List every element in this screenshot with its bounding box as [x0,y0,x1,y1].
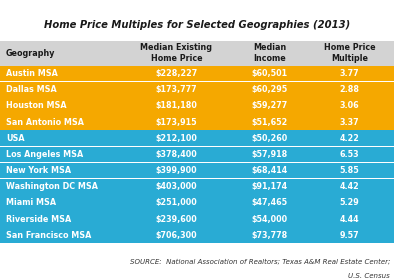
Bar [0,147,394,162]
Text: Dallas MSA: Dallas MSA [6,85,57,94]
Text: $59,277: $59,277 [252,101,288,110]
Text: Los Angeles MSA: Los Angeles MSA [6,150,83,159]
Text: $378,400: $378,400 [156,150,197,159]
Text: $47,465: $47,465 [252,199,288,207]
Text: USA: USA [6,134,24,143]
Text: 9.57: 9.57 [340,231,359,240]
Bar [0,66,394,81]
Text: $706,300: $706,300 [156,231,197,240]
Text: 3.37: 3.37 [340,118,359,127]
Text: $60,501: $60,501 [252,69,288,78]
Text: $51,652: $51,652 [252,118,288,127]
Text: 5.29: 5.29 [340,199,360,207]
Text: 3.06: 3.06 [340,101,359,110]
Text: Riverside MSA: Riverside MSA [6,214,71,223]
Bar [0,98,394,114]
Text: San Francisco MSA: San Francisco MSA [6,231,91,240]
Text: 6.53: 6.53 [340,150,359,159]
Text: 4.44: 4.44 [340,214,359,223]
Text: San Antonio MSA: San Antonio MSA [6,118,84,127]
Text: SOURCE:  National Association of Realtors; Texas A&M Real Estate Center;: SOURCE: National Association of Realtors… [130,259,390,265]
Text: New York MSA: New York MSA [6,166,71,175]
Text: $73,778: $73,778 [252,231,288,240]
Text: Miami MSA: Miami MSA [6,199,56,207]
Text: $173,915: $173,915 [156,118,197,127]
Text: $239,600: $239,600 [156,214,197,223]
Text: Washington DC MSA: Washington DC MSA [6,182,98,191]
Bar [0,227,394,243]
Text: $68,414: $68,414 [252,166,288,175]
Text: $251,000: $251,000 [156,199,197,207]
Bar [0,41,394,66]
Text: $91,174: $91,174 [252,182,288,191]
Text: $57,918: $57,918 [252,150,288,159]
Bar [0,82,394,97]
Text: $50,260: $50,260 [252,134,288,143]
Text: 4.22: 4.22 [340,134,360,143]
Text: Median Existing
Home Price: Median Existing Home Price [140,43,212,63]
Text: 5.85: 5.85 [340,166,360,175]
Bar [0,211,394,227]
Text: Houston MSA: Houston MSA [6,101,67,110]
Text: $173,777: $173,777 [156,85,197,94]
Text: Home Price Multiples for Selected Geographies (2013): Home Price Multiples for Selected Geogra… [44,20,350,29]
Bar [0,195,394,211]
Bar [0,130,394,146]
Text: Geography: Geography [6,49,56,58]
Text: $60,295: $60,295 [252,85,288,94]
Text: Median
Income: Median Income [253,43,286,63]
Text: $54,000: $54,000 [252,214,288,223]
Text: 2.88: 2.88 [340,85,360,94]
Text: $212,100: $212,100 [155,134,197,143]
Text: $403,000: $403,000 [156,182,197,191]
Text: Home Price
Multiple: Home Price Multiple [324,43,375,63]
Text: $181,180: $181,180 [155,101,197,110]
Text: Austin MSA: Austin MSA [6,69,58,78]
Bar [0,163,394,178]
Text: 3.77: 3.77 [340,69,359,78]
Bar [0,114,394,130]
Text: $228,227: $228,227 [155,69,197,78]
Text: $399,900: $399,900 [156,166,197,175]
Text: U.S. Census: U.S. Census [348,273,390,279]
Text: 4.42: 4.42 [340,182,360,191]
Bar [0,179,394,195]
